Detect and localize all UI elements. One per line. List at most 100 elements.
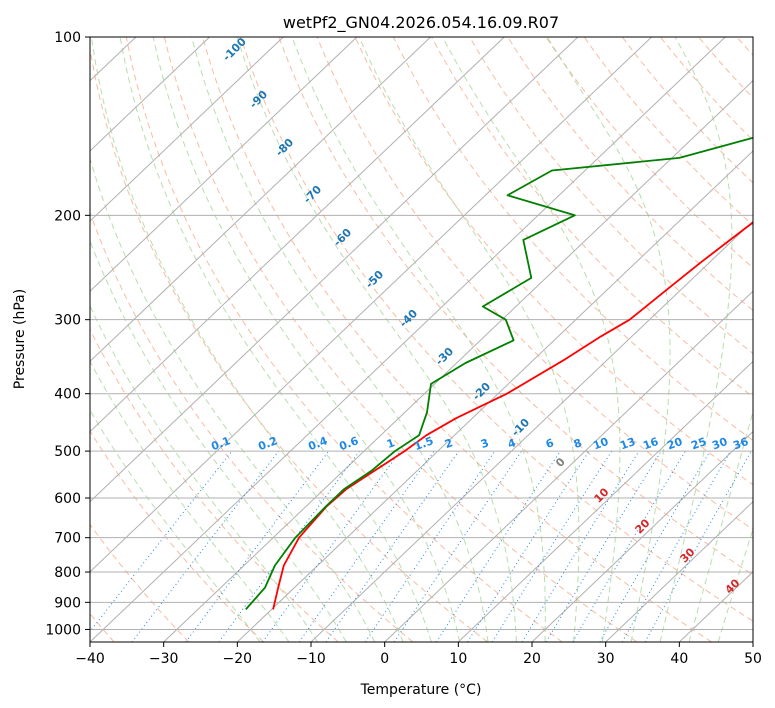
mixing-ratio-label: 20 — [665, 435, 684, 453]
dry-adiabat — [431, 37, 753, 398]
mixing-ratio-label: 36 — [731, 435, 750, 453]
x-axis-label: Temperature (°C) — [360, 682, 482, 698]
isotherm-line — [752, 641, 753, 642]
temperature-line — [272, 221, 753, 610]
y-tick-label: 400 — [54, 387, 81, 403]
moist-adiabat — [291, 37, 546, 642]
x-tick-label: 40 — [670, 651, 688, 667]
x-tick-label: 50 — [744, 651, 762, 667]
isotherm-line — [0, 37, 62, 642]
profile-series — [245, 136, 753, 610]
x-tick-label: 30 — [597, 651, 615, 667]
mixing-ratio-label: 2 — [443, 436, 455, 451]
isotherm-line — [457, 360, 753, 642]
y-tick-label: 900 — [54, 595, 81, 611]
isotherm-line — [90, 37, 726, 642]
isotherm-line — [310, 220, 753, 642]
dry-adiabat — [90, 45, 488, 642]
moist-adiabat — [119, 37, 432, 642]
mixing-ratio-line — [467, 450, 590, 642]
mixing-ratio-label: 0.1 — [209, 434, 232, 453]
isotherm-line — [384, 290, 753, 642]
y-tick-label: 600 — [54, 491, 81, 507]
isotherm-line — [163, 80, 753, 642]
pressure-grid — [90, 37, 753, 630]
mixing-ratio-label: 1.5 — [412, 434, 435, 453]
moist-adiabat — [688, 409, 753, 642]
x-tick-label: 20 — [523, 651, 541, 667]
moist-adiabat — [90, 239, 347, 642]
moist-adiabat — [90, 304, 319, 642]
dry-adiabat — [90, 328, 339, 642]
y-axis-label: Pressure (hPa) — [12, 289, 28, 389]
y-tick-label: 100 — [54, 30, 81, 46]
background-lines — [0, 37, 753, 642]
mixing-ratio-label: 16 — [641, 435, 660, 453]
isotherm-line — [236, 150, 753, 642]
mixing-ratio-label: 4 — [506, 436, 518, 451]
y-tick-label: 800 — [54, 565, 81, 581]
isotherm-line — [90, 37, 284, 222]
moist-adiabat — [441, 37, 621, 642]
dewpoint-line — [245, 136, 753, 610]
mixing-ratio-label: 1 — [385, 436, 397, 451]
x-tick-label: −40 — [75, 651, 105, 667]
mixing-ratio-label: 13 — [618, 435, 637, 452]
dry-adiabat — [163, 37, 638, 642]
isotherm-line — [90, 37, 431, 363]
dry-adiabat — [469, 37, 753, 355]
dry-adiabat — [125, 37, 563, 642]
mixing-ratio-label: 25 — [689, 435, 708, 452]
mixing-ratio-label: 30 — [710, 435, 729, 453]
mixing-ratio-label: 8 — [572, 436, 584, 451]
mixing-ratio-line — [393, 450, 523, 642]
y-tick-label: 500 — [54, 444, 81, 460]
moist-adiabat — [152, 37, 461, 642]
moist-adiabat — [546, 37, 671, 642]
dry-adiabat — [278, 37, 753, 576]
x-tick-label: −10 — [296, 651, 326, 667]
moist-adiabat — [90, 156, 376, 642]
y-tick-label: 200 — [54, 208, 81, 224]
dry-adiabat — [392, 37, 753, 442]
mixing-ratio-line — [521, 450, 640, 642]
chart-title: wetPf2_GN04.2026.054.16.09.R07 — [283, 13, 559, 33]
dry-adiabat — [240, 37, 753, 622]
mixing-ratio-label: 0.4 — [306, 434, 329, 453]
mixing-ratio-line — [644, 450, 752, 642]
x-tick-label: 10 — [449, 651, 467, 667]
mixing-ratio-line — [325, 450, 460, 642]
isotherm-line — [90, 37, 652, 573]
moist-adiabat — [659, 37, 733, 642]
x-axis-ticks: −40 −30 −20 −10 0 10 20 30 40 50 — [75, 642, 762, 667]
plot-background — [90, 37, 753, 642]
mixing-ratio-line — [185, 450, 330, 642]
moist-adiabat — [90, 37, 404, 642]
isotherm-line — [90, 37, 358, 292]
moist-adiabat — [236, 37, 517, 642]
mixing-ratio-label: 3 — [479, 436, 491, 451]
x-tick-label: −20 — [223, 651, 253, 667]
isotherm-line — [531, 430, 753, 642]
mixing-ratio-label: 10 — [591, 435, 610, 453]
isotherm-line — [605, 500, 753, 642]
moist-adiabat — [191, 37, 489, 642]
moist-adiabat — [90, 360, 290, 642]
mixing-ratio-label: 0.2 — [256, 434, 279, 453]
y-axis-ticks: 100 200 300 400 500 600 700 800 900 1000 — [45, 30, 90, 638]
mixing-ratio-label: 0.6 — [337, 434, 360, 453]
y-tick-label: 700 — [54, 531, 81, 547]
y-tick-label: 300 — [54, 313, 81, 329]
isotherm-line — [90, 37, 505, 433]
mixing-ratio-line — [262, 450, 401, 642]
isotherm-line — [90, 37, 210, 152]
mixing-ratio-label: 6 — [544, 436, 556, 451]
plot-frame — [89, 36, 754, 643]
mixing-ratio-line — [364, 450, 496, 642]
x-tick-label: −30 — [149, 651, 179, 667]
mixing-ratio-line — [298, 450, 435, 642]
dry-adiabat — [354, 37, 753, 486]
moist-adiabat — [358, 37, 580, 642]
mixing-ratio-line — [435, 450, 561, 642]
